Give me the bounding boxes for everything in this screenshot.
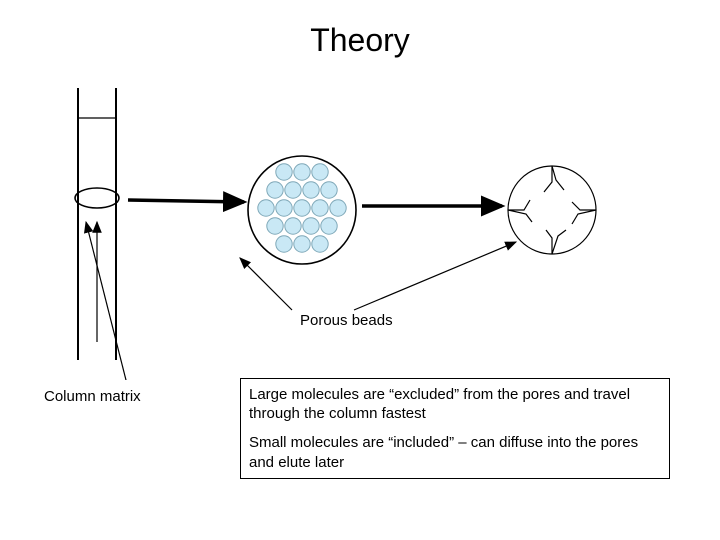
arrow-porous-right — [354, 242, 516, 310]
arrow-porous-left — [240, 258, 292, 310]
bead-magnified — [248, 156, 356, 264]
pore-detail — [508, 166, 596, 254]
explanation-line-1: Large molecules are “excluded” from the … — [249, 385, 661, 423]
arrow-column-to-bead — [128, 200, 244, 202]
label-column-matrix: Column matrix — [44, 388, 141, 405]
label-porous-beads: Porous beads — [300, 312, 393, 329]
explanation-box: Large molecules are “excluded” from the … — [240, 378, 670, 479]
explanation-line-2: Small molecules are “included” – can dif… — [249, 433, 661, 471]
arrow-column-matrix — [86, 222, 128, 380]
